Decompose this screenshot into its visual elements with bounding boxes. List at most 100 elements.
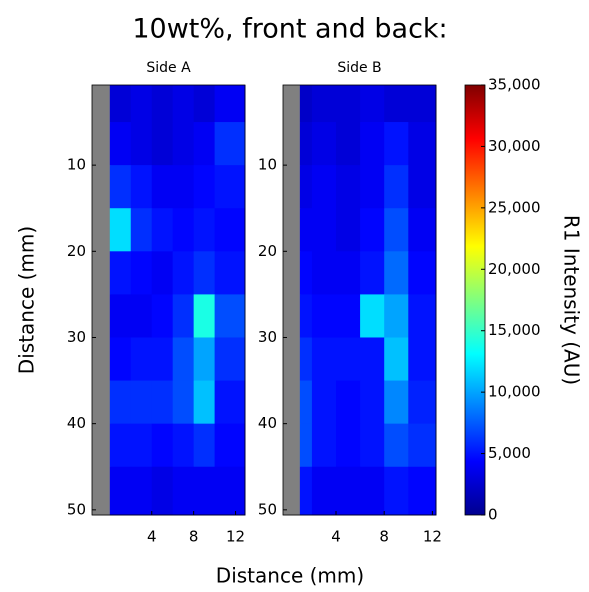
heatmap-cell [384,466,409,516]
colorbar-label: R1 Intensity (AU) [560,215,584,385]
y-tick-label: 10 [67,156,86,174]
heatmap-cell [172,208,195,252]
colorbar-tick-label: 35,000 [488,76,541,94]
missing-cell [283,466,301,516]
colorbar-tick-label: 20,000 [488,260,541,278]
heatmap-cell [151,85,174,123]
heatmap-cell [360,122,385,166]
heatmap-cell [299,337,313,382]
heatmap-cell [360,380,385,425]
heatmap-cell [360,294,385,338]
missing-cell [283,337,301,382]
x-tick-label: 4 [331,528,341,546]
heatmap-cell [408,165,437,209]
heatmap-cell [311,208,337,252]
heatmap-cell [193,85,216,123]
heatmap-cell [299,251,313,295]
heatmap-cell [214,337,246,382]
missing-cell [283,122,301,166]
heatmap-cell [408,208,437,252]
missing-cell [92,380,111,425]
heatmap-cell [408,423,437,468]
heatmap-cell [360,208,385,252]
heatmap-cell [336,380,361,425]
heatmap-cell [109,380,132,425]
heatmap-cell [130,122,153,166]
x-tick-label: 4 [147,528,157,546]
heatmap-cell [311,122,337,166]
plot-frame [282,84,437,516]
y-tick-label: 20 [67,242,86,260]
heatmap-cell [408,380,437,425]
heatmap-cell [172,423,195,468]
heatmap-cell [299,85,313,123]
heatmap-cell [336,466,361,516]
heatmap-cell [311,466,337,516]
heatmap-cell [384,423,409,468]
chart-title: 10wt%, front and back: [132,14,447,45]
heatmap-cell [311,380,337,425]
y-tick-label: 30 [258,328,277,346]
missing-cell [283,294,301,338]
colorbar-tick-label: 30,000 [488,137,541,155]
heatmap-cell [360,423,385,468]
heatmap-cell [299,294,313,338]
heatmap-cell [109,337,132,382]
heatmap-cell [172,294,195,338]
heatmap-cell [214,423,246,468]
heatmap-cell [193,208,216,252]
heatmap-cell [109,85,132,123]
heatmap-cell [193,294,216,338]
heatmap-cell [299,380,313,425]
heatmap-cell [384,251,409,295]
heatmap-cell [193,337,216,382]
heatmap-cell [193,251,216,295]
heatmap-cell [384,85,409,123]
heatmap-cell [336,337,361,382]
heatmap-cell [172,85,195,123]
heatmap-cell [214,466,246,516]
colorbar-tick-label: 25,000 [488,198,541,216]
heatmap-cell [384,122,409,166]
heatmap-cell [193,423,216,468]
y-tick-label: 50 [67,500,86,518]
heatmap-cell [214,165,246,209]
heatmap-cell [214,208,246,252]
heatmap-cell [172,165,195,209]
colorbar-tick-label: 5,000 [488,444,531,462]
heatmap-cell [151,423,174,468]
heatmap-cell [130,466,153,516]
heatmap-cell [311,294,337,338]
heatmap-cell [408,294,437,338]
missing-cell [92,337,111,382]
heatmap-cell [214,380,246,425]
plot-frame [91,84,246,516]
heatmap-cell [384,208,409,252]
heatmap-cell [384,165,409,209]
heatmap-cell [193,122,216,166]
colorbar [464,84,486,516]
missing-cell [92,294,111,338]
y-tick-label: 40 [258,414,277,432]
heatmap-cell [172,466,195,516]
heatmap-cell [360,337,385,382]
heatmap-cell [193,380,216,425]
heatmap-cell [109,423,132,468]
heatmap-cell [360,251,385,295]
missing-cell [92,251,111,295]
heatmap-cell [384,380,409,425]
heatmap-cell [336,294,361,338]
x-axis-label: Distance (mm) [216,564,364,588]
heatmap-cell [299,165,313,209]
heatmap-cell [172,122,195,166]
missing-cell [283,165,301,209]
heatmap-cell [408,122,437,166]
heatmap-cell [130,208,153,252]
heatmap-cell [214,294,246,338]
heatmap-cell [151,294,174,338]
heatmap-cell [299,466,313,516]
heatmap-cell [360,85,385,123]
heatmap-cell [214,85,246,123]
heatmap-cell [151,380,174,425]
